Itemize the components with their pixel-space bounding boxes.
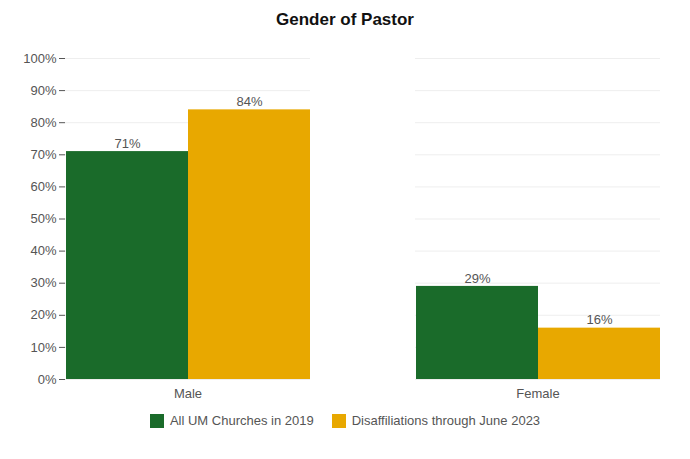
svg-text:29%: 29% [464,271,490,286]
html-text:Disaffiliations through June 2: Disaffiliations through June 2023 [351,413,541,428]
svg-text:80%: 80% [30,115,56,130]
svg-text:84%: 84% [236,94,262,109]
svg-text:100%: 100% [23,51,57,66]
html-text:All UM Churches in 2019: All UM Churches in 2019 [169,413,314,428]
svg-text:10%: 10% [30,340,56,355]
svg-text:Female: Female [516,386,559,401]
svg-text:70%: 70% [30,147,56,162]
svg-text:0%: 0% [38,372,57,387]
svg-text:71%: 71% [114,136,140,151]
svg-text:50%: 50% [30,211,56,226]
svg-text:30%: 30% [30,275,56,290]
svg-text:40%: 40% [30,243,56,258]
html-text:Gender of Pastor: Gender of Pastor [276,10,414,29]
svg-text:60%: 60% [30,179,56,194]
svg-text:16%: 16% [586,312,612,327]
svg-text:20%: 20% [30,307,56,322]
svg-text:90%: 90% [30,83,56,98]
svg-text:Male: Male [174,386,202,401]
